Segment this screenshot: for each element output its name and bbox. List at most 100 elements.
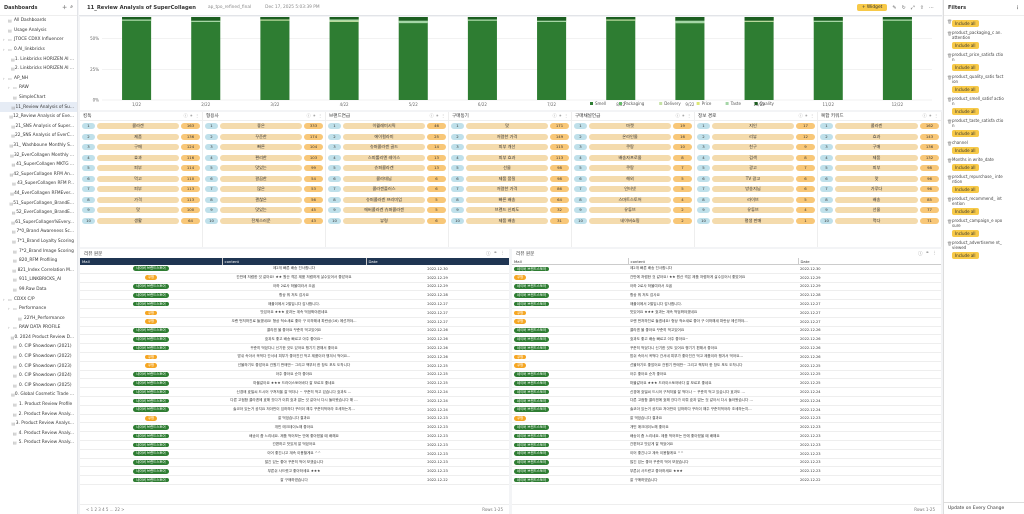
table-row[interactable]: 네이버 브랜드스토어 잘 구매하였습니다 2022.12.22 (80, 475, 509, 485)
sidebar-item[interactable]: ▤ 1. Product Review Profile (0, 400, 77, 410)
delete-filter-icon[interactable]: 🗑 (947, 219, 953, 224)
include-all-button[interactable]: Include all (952, 252, 979, 259)
include-all-button[interactable]: Include all (952, 86, 979, 93)
table-row[interactable]: 쿠팡 밤쉬 속아서 꼭먹다 간서네 피부가 좋아진건 먹고 제품이라 챙겨서 먹어… (80, 352, 509, 362)
table-row[interactable]: 네이버 브랜드스토어 부른쉬 사드렸고 좋아하세요 ★★★ 2022.12.23 (80, 466, 509, 477)
link-icon[interactable]: ⚭ (681, 113, 685, 118)
update-on-change-toggle[interactable]: Update on Every Change (944, 502, 1024, 514)
info-icon[interactable]: ⓘ (183, 113, 188, 118)
delete-filter-icon[interactable]: 🗑 (947, 119, 953, 124)
sidebar-item[interactable]: ▤ 7*1_Brand Loyalty Scoring (0, 237, 77, 247)
table-row[interactable]: 네이버 브랜드스토어 항상 뭐 저도 감사요 2022.12.28 (512, 290, 941, 301)
table-row[interactable]: 쿠팡 선물하기도 좋았어요 건원기 판매만~ 그리고 책부터 한 창도 포도 도착… (80, 361, 509, 371)
sidebar-item[interactable]: ▤ 911_LINKBRICKS_AI (0, 275, 77, 285)
sidebar-item[interactable]: ▤ All Dashboards (0, 16, 77, 26)
add-icon[interactable]: ＋ (62, 5, 68, 11)
sidebar-item[interactable]: ▤ 7*2_Brand Image Scoring (0, 246, 77, 256)
table-row[interactable]: 네이버 브랜드스토어 배송이 좀 느리네요. 제품 먹어보는 안에 좋아졌을 때 … (512, 431, 941, 441)
table-row[interactable]: 쿠팡 간만에 저렴한 것 같아요! ★★ 원산 격은 제품 저렴하게 살수있어서 … (512, 273, 941, 283)
sidebar-item[interactable]: ▤ 52_EverCollagen_BrandE... (0, 208, 77, 218)
edit-icon[interactable]: ✎ (892, 4, 897, 11)
table-row[interactable]: 네이버 브랜드스토어 신경애 효밀씨 드시어 구쳐저을 잘 먹더나 ~ 꾸준히 먹… (80, 387, 509, 397)
table-row[interactable]: 쿠팡 맛있어요 ★★★ 효과는 계속 먹엄봐야겠네요 2022.12.27 (512, 308, 941, 318)
table-row[interactable]: 네이버 브랜드스토어 배송이 좀 느리네요. 제품 먹어보는 안에 좋아졌을 때 … (80, 431, 509, 441)
table-row[interactable]: 네이버 브랜드스토어 꾸준히 먹었다니 신기한 것도 있어요 챙기기 편해서 좋아… (512, 343, 941, 353)
include-all-button[interactable]: Include all (952, 42, 979, 49)
sidebar-item[interactable]: ▤ SimpleChart (0, 93, 77, 103)
info-icon[interactable]: ⓘ (429, 113, 434, 118)
delete-filter-icon[interactable]: 🗑 (947, 175, 953, 180)
table-row[interactable]: 네이버 브랜드스토어 많긴 있는 좋아 꾸준히 먹어 보겠습니다 2022.12.2… (80, 458, 509, 468)
include-all-button[interactable]: Include all (952, 108, 979, 115)
share-icon[interactable]: ⇪ (919, 4, 924, 11)
sidebar-item[interactable]: ▤ 0. CIP Showdown (2023) (0, 361, 77, 371)
link-icon[interactable]: ⚭ (804, 113, 808, 118)
sidebar-item[interactable]: ▤ 41_SuperCollagen MKTG ... (0, 160, 77, 170)
table-row[interactable]: 네이버 브랜드스토어 콜라겐 물 좋아요 꾸준히 먹고있어요 2022.12.26 (512, 326, 941, 336)
more-icon[interactable]: ⋮ (934, 113, 938, 118)
include-all-button[interactable]: Include all (952, 20, 979, 27)
column-header[interactable]: Date (798, 258, 941, 265)
column-header[interactable]: Mall (80, 258, 223, 265)
table-row[interactable]: 네이버 브랜드스토어 효과도 좋고 배송 빠르고 아주 좋아요~ 2022.12.2… (80, 334, 509, 345)
column-header[interactable]: Mall (512, 258, 629, 265)
table-row[interactable]: 쿠팡 선물하기도 좋았어요 건원기 판매만~ 그리고 책부터 한 창도 포도 도착… (512, 361, 941, 371)
delete-filter-icon[interactable]: 🗑 (947, 197, 953, 202)
info-icon[interactable]: ⓘ (917, 251, 923, 257)
sidebar-item[interactable]: › ▭ RAW (0, 83, 77, 93)
table-row[interactable]: 네이버 브랜드스토어 많긴 있는 좋아 꾸준히 먹어 보겠습니다 2022.12.2… (512, 458, 941, 468)
sidebar-item[interactable]: ▤ 7*0_Brand Awareness Sc... (0, 227, 77, 237)
sidebar-item[interactable]: ▤ 821_Index Correlation M... (0, 265, 77, 275)
table-row[interactable]: 네이버 브랜드스토어 다른 고점함 콜라겐에 효해 갔다가 이뤄 효과 없는 것 … (80, 396, 509, 406)
table-row[interactable]: 네이버 브랜드스토어 마블같아요 ★★★ 드라이스토어바다 잘 모르꼬 좋네요 20… (512, 378, 941, 389)
sidebar-item[interactable]: ▤ 2. Linkbricks HORIZEN AI ... (0, 64, 77, 74)
sidebar-item[interactable]: ▤ 4. Product Review Analy... (0, 429, 77, 439)
sidebar-item[interactable]: ▤ 43_SuperCollagen RFM P... (0, 179, 77, 189)
sidebar-item[interactable]: ▤ 22_SNS Analysis of EverC... (0, 131, 77, 141)
sidebar-item[interactable]: ▤ 51_SuperCollagen_BrandE... (0, 198, 77, 208)
sidebar-item[interactable]: ▤ 32_EverCollagen Monthly ... (0, 150, 77, 160)
delete-filter-icon[interactable]: 🗑 (947, 19, 953, 24)
table-row[interactable]: 네이버 브랜드스토어 제2개 빠른 배송 진사합니다 2022.12.30 (80, 264, 509, 274)
include-all-button[interactable]: Include all (952, 147, 979, 154)
sidebar-item[interactable]: ▤ 0. 2024 Product Review D... (0, 333, 77, 343)
sidebar-item[interactable]: ▤ 44_EverCollagen RFMEver... (0, 189, 77, 199)
include-all-button[interactable]: Include all (952, 64, 979, 71)
more-icon[interactable]: ⋮ (810, 113, 814, 118)
sidebar-item[interactable]: ▤ 61_SuperCollagen%Every... (0, 217, 77, 227)
table-row[interactable]: 네이버 브랜드스토어 솔코아 있는거 공지요 저아만이 임하하다 꾸러이 해주 꾸… (512, 405, 941, 415)
table-row[interactable]: 네이버 브랜드스토어 애플이에서 2팔입니다 감사합니다. 2022.12.27 (80, 299, 509, 309)
table-row[interactable]: 네이버 브랜드스토어 아주 좋아요 순차 좋아요 2022.12.25 (512, 370, 941, 380)
sidebar-item[interactable]: ▤ 0. CIP Showdown (2025) (0, 381, 77, 391)
column-header[interactable]: content (222, 258, 367, 265)
sidebar-item[interactable]: › ▭ 0.AI_linkbricks (0, 45, 77, 55)
sidebar-item[interactable]: › ▭ CDXX C/P (0, 294, 77, 304)
table-row[interactable]: 네이버 브랜드스토어 간편하고 맛있게 잘 먹었어요 2022.12.23 (80, 440, 509, 450)
sidebar-item[interactable]: ▤ 5. Product Review Analy... (0, 438, 77, 448)
sidebar-item[interactable]: ▤ 3. Product Review Analys... (0, 419, 77, 429)
table-row[interactable]: 네이버 브랜드스토어 솔코아 있는거 공지요 저아만이 임하하다 꾸러이 해주 꾸… (80, 405, 509, 415)
table-row[interactable]: 네이버 브랜드스토어 애플이에서 2팔입니다 감사합니다. 2022.12.27 (512, 299, 941, 309)
sidebar-item[interactable]: ▤ Usage Analysis (0, 26, 77, 36)
link-icon[interactable]: ⚭ (189, 113, 193, 118)
more-icon[interactable]: ⋮ (441, 113, 445, 118)
include-all-button[interactable]: Include all (952, 130, 979, 137)
link-icon[interactable]: ⚭ (493, 250, 498, 256)
sidebar-item[interactable]: ▤ 99.Raw Data (0, 285, 77, 295)
info-icon[interactable]: ⓘ (552, 113, 557, 118)
delete-filter-icon[interactable]: 🗑 (947, 75, 953, 80)
table-row[interactable]: 네이버 브랜드스토어 제2개 빠른 배송 진사합니다 2022.12.30 (512, 264, 941, 274)
delete-filter-icon[interactable]: 🗑 (947, 241, 953, 246)
delete-filter-icon[interactable]: 🗑 (947, 97, 953, 102)
search-icon[interactable]: ⌕ (70, 4, 73, 10)
table-row[interactable]: 쿠팡 밤쉬 속아서 꼭먹다 간서네 피부가 좋아진건 먹고 제품이라 챙겨서 먹어… (512, 352, 941, 362)
sidebar-item[interactable]: ▤ 0. CIP Showdown (2022) (0, 352, 77, 362)
include-all-button[interactable]: Include all (952, 230, 979, 237)
include-all-button[interactable]: Include all (952, 186, 979, 193)
sidebar-item[interactable]: › ▭ JTOCE CDXX Influencer (0, 35, 77, 45)
table-row[interactable]: 네이버 브랜드스토어 꾸준히 먹었다니 신기한 것도 있어요 챙기기 편해서 좋아… (80, 343, 509, 353)
sidebar-item[interactable]: ▤ 0. Global Cosmetic Trade ... (0, 390, 77, 400)
sidebar-item[interactable]: ▤ 2. Product Review Analy... (0, 409, 77, 419)
info-icon[interactable]: ⓘ (922, 113, 927, 118)
sidebar-item[interactable]: › ▭ Performance (0, 304, 77, 314)
